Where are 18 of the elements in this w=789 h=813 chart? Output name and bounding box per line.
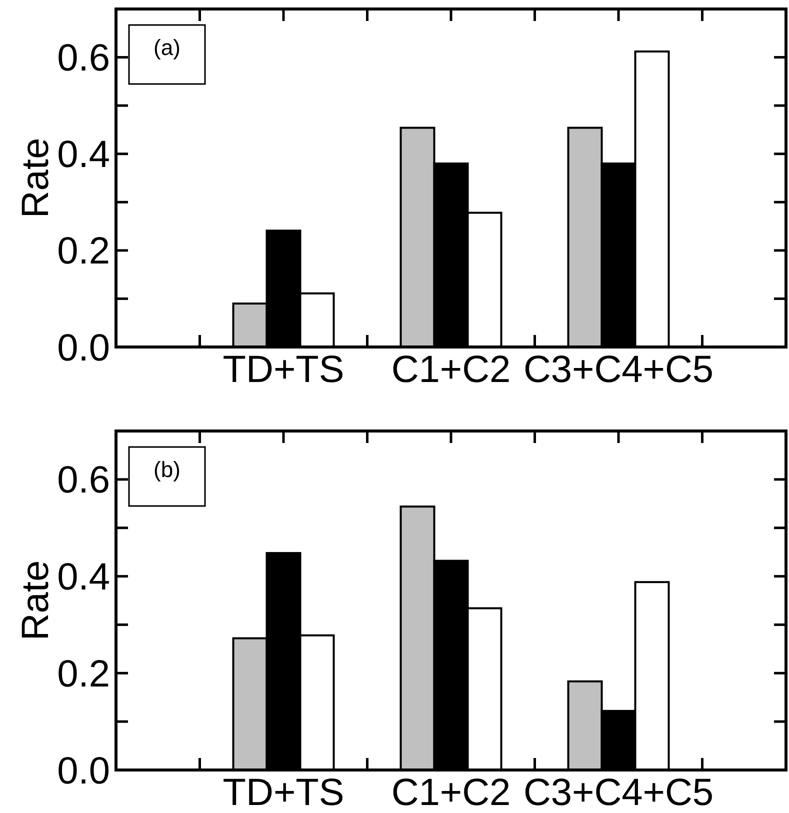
y-axis-title: Rate [15, 138, 57, 218]
annotation: (b) [154, 457, 180, 482]
y-tick-label: 0.2 [57, 230, 110, 273]
x-tick-label: C3+C4+C5 [523, 348, 714, 391]
y-tick-label: 0.0 [57, 327, 110, 370]
x-tick-label: C3+C4+C5 [523, 772, 714, 813]
x-tick-label: TD+TS [222, 348, 344, 391]
y-tick-label: 0.6 [57, 460, 110, 502]
y-tick-label: 0.0 [57, 750, 110, 792]
y-tick-label: 0.4 [57, 556, 110, 599]
y-tick-label: 0.4 [57, 134, 110, 176]
y-tick-label: 0.2 [57, 653, 110, 696]
x-tick-label: TD+TS [222, 772, 344, 813]
annotation: (a) [154, 35, 180, 60]
x-tick-label: C1+C2 [391, 348, 511, 391]
y-tick-label: 0.6 [57, 38, 110, 80]
x-tick-label: C1+C2 [391, 772, 511, 813]
y-axis-title: Rate [15, 560, 57, 641]
